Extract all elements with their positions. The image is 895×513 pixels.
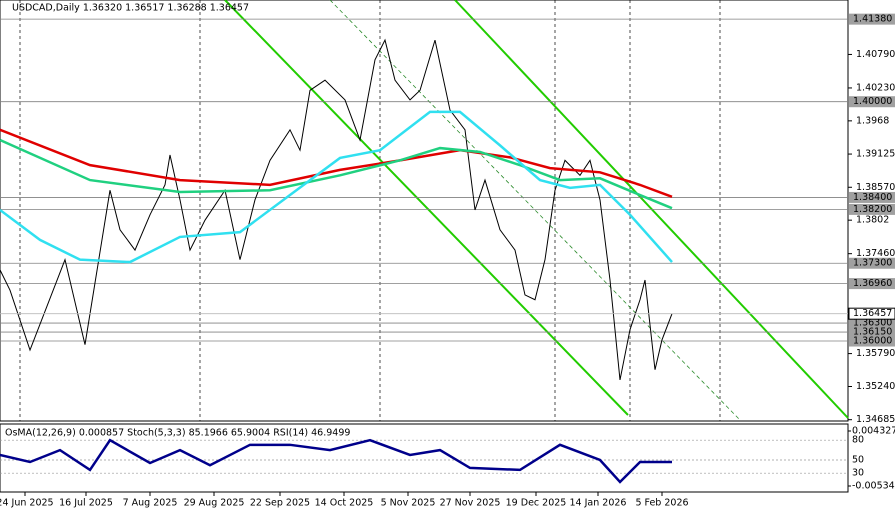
level-label: 1.36150: [853, 327, 892, 338]
moving-average: [0, 128, 673, 199]
x-tick-label: 14 Jan 2026: [570, 498, 627, 509]
level-label-box: [849, 203, 895, 215]
y-tick-label: 1.34685: [856, 414, 895, 425]
chart-title: USDCAD,Daily 1.36320 1.36517 1.36288 1.3…: [12, 3, 249, 14]
indicator-text: OsMA(12,26,9) 0.000857 Stoch(5,3,3) 85.1…: [5, 428, 350, 439]
level-label-box: [849, 257, 895, 269]
y-tick-label: 1.35790: [856, 348, 895, 359]
level-label: 1.40000: [853, 96, 892, 107]
level-label-box: [849, 13, 895, 25]
level-label-box: [849, 278, 895, 290]
y-tick-label: 1.37460: [856, 248, 895, 259]
moving-average: [0, 138, 673, 210]
level-label: 1.38400: [853, 192, 892, 203]
indicator-line: [0, 438, 673, 484]
x-tick-label: 16 Jul 2025: [59, 498, 113, 509]
level-label: 1.41380: [853, 14, 892, 25]
indicator-y2-label: -0.0053420: [852, 481, 895, 492]
x-tick-label: 24 Jun 2025: [0, 498, 54, 509]
level-label: 1.38200: [853, 204, 892, 215]
x-tick-label: 14 Oct 2025: [315, 498, 374, 509]
y-tick-label: 1.3802: [856, 215, 889, 226]
main-panel: [0, 0, 849, 422]
y-tick-label: 1.38570: [856, 182, 895, 193]
y-tick-label: 1.35240: [856, 381, 895, 392]
y-tick-label: 1.3968: [856, 115, 889, 126]
current-price-label: 1.36457: [853, 308, 892, 319]
level-label: 1.36960: [853, 278, 892, 289]
y-tick-label: 1.40230: [856, 82, 895, 93]
x-tick-label: 22 Sep 2025: [250, 498, 310, 509]
y-tick-label: 1.40790: [856, 49, 895, 60]
level-label-box: [849, 326, 895, 338]
level-label: 1.36300: [853, 318, 892, 329]
moving-average: [0, 110, 673, 264]
indicator-tick-label: 30: [852, 468, 864, 479]
indicator-tick-label: 80: [852, 435, 864, 446]
y-tick-label: 1.39125: [856, 149, 895, 160]
x-tick-label: 19 Dec 2025: [506, 498, 567, 509]
indicator-y2-label: 0.0043278: [852, 426, 895, 437]
level-label: 1.36000: [853, 336, 892, 347]
level-label-box: [849, 335, 895, 347]
level-label-box: [849, 191, 895, 203]
x-tick-label: 29 Aug 2025: [184, 498, 245, 509]
grid-verticals: [19, 0, 721, 421]
x-tick-label: 5 Nov 2025: [381, 498, 436, 509]
indicator-tick-label: 50: [852, 455, 864, 466]
level-label: 1.37300: [853, 258, 892, 269]
current-price-box: [848, 307, 895, 320]
x-tick-label: 7 Aug 2025: [123, 498, 178, 509]
channel-lines: [224, 0, 849, 419]
level-label-box: [849, 317, 895, 329]
level-label-box: [849, 96, 895, 108]
x-tick-label: 27 Nov 2025: [440, 498, 501, 509]
price-line: [0, 38, 673, 381]
x-tick-label: 5 Feb 2026: [635, 498, 688, 509]
